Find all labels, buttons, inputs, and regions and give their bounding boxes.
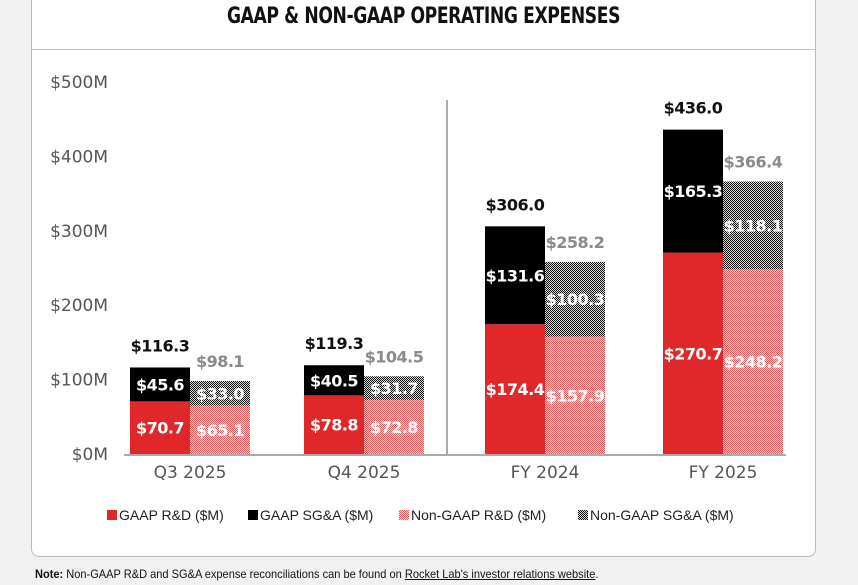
data-label: $165.3 [664, 182, 723, 201]
bar-segment [485, 324, 545, 454]
bar-segment [190, 405, 250, 454]
data-label: $118.1 [724, 216, 783, 235]
total-label: $306.0 [486, 195, 545, 214]
bar-segment [663, 252, 723, 454]
y-tick-label: $400M [50, 147, 108, 167]
y-tick-label: $0M [72, 445, 108, 465]
data-label: $65.1 [196, 421, 244, 440]
data-label: $248.2 [724, 353, 783, 372]
bar-segment [304, 395, 364, 454]
x-tick-label: Q3 2025 [154, 463, 227, 483]
legend-swatch [578, 510, 588, 520]
x-tick-label: FY 2025 [689, 463, 758, 483]
data-label: $70.7 [136, 419, 184, 438]
total-label: $98.1 [196, 352, 244, 371]
legend-label: GAAP R&D ($M) [119, 507, 224, 523]
data-label: $72.8 [370, 418, 418, 437]
bar-segment [364, 376, 424, 400]
x-axis: Q3 2025 Q4 2025 FY 2024 FY 2025 [154, 463, 758, 483]
data-label: $157.9 [546, 386, 605, 405]
y-tick-label: $100M [50, 371, 108, 391]
bar-group: $78.8 $40.5 $119.3 $72.8 $31.7 $104.5 [304, 334, 424, 454]
note-text: Non-GAAP R&D and SG&A expense reconcilia… [63, 567, 405, 581]
legend-label: Non-GAAP R&D ($M) [411, 507, 546, 523]
total-label: $366.4 [724, 152, 783, 171]
bar-group: $174.4 $131.6 $306.0 $157.9 $100.3 $258.2 [485, 195, 605, 454]
bar-segment [304, 365, 364, 396]
y-tick-label: $500M [50, 73, 108, 93]
x-tick-label: Q4 2025 [328, 463, 401, 483]
data-label: $40.5 [310, 371, 358, 390]
bar-segment [485, 226, 545, 325]
footnote: Note: Non-GAAP R&D and SG&A expense reco… [35, 567, 598, 581]
opex-bar-chart: $0M$100M$200M$300M$400M$500M $70.7$45.6$… [50, 73, 786, 523]
data-label: $131.6 [486, 266, 545, 285]
bar-segment [130, 401, 190, 454]
bar-segment [545, 261, 605, 337]
bar-segment [723, 269, 783, 454]
data-label: $100.3 [546, 290, 605, 309]
card-header: GAAP & NON-GAAP OPERATING EXPENSES [32, 0, 815, 50]
legend-label: GAAP SG&A ($M) [260, 507, 373, 523]
y-tick-label: $200M [50, 296, 108, 316]
y-axis: $0M $100M $200M $300M $400M $500M [50, 73, 786, 465]
total-label: $258.2 [546, 233, 605, 252]
bar-segment [545, 336, 605, 454]
data-label: $174.4 [486, 380, 545, 399]
note-label: Note: [35, 567, 64, 581]
bar-segment [663, 129, 723, 253]
bar-group: $70.7 $45.6 $116.3 $65.1 $33.0 $98.1 [130, 336, 250, 454]
bars: $70.7 $45.6 $116.3 $65.1 $33.0 $98.1 $78.8 $40.… [130, 99, 783, 454]
total-label: $119.3 [305, 334, 364, 353]
bar-segment [190, 381, 250, 406]
data-label: $270.7 [664, 344, 723, 363]
total-label: $104.5 [365, 347, 424, 366]
data-label: $31.7 [370, 379, 418, 398]
legend: GAAP R&D ($M) GAAP SG&A ($M) Non-GAAP R&D … [107, 507, 734, 523]
data-label: $33.0 [196, 384, 244, 403]
chart-title: GAAP & NON-GAAP OPERATING EXPENSES [226, 4, 621, 29]
bar-group: $270.7 $165.3 $436.0 $248.2 $118.1 $366.4 [663, 99, 783, 454]
bar-segment [364, 399, 424, 454]
data-label: $45.6 [136, 375, 184, 394]
total-label: $436.0 [664, 99, 723, 118]
y-tick-label: $300M [50, 222, 108, 242]
bar-segment [130, 367, 190, 402]
legend-swatch [399, 510, 409, 520]
legend-swatch [107, 510, 117, 520]
legend-swatch [248, 510, 258, 520]
investor-relations-link[interactable]: Rocket Lab's investor relations website [404, 567, 596, 581]
x-tick-label: FY 2024 [511, 463, 580, 483]
bar-segment [723, 181, 783, 270]
total-label: $116.3 [131, 336, 190, 355]
legend-label: Non-GAAP SG&A ($M) [590, 507, 734, 523]
data-label: $78.8 [310, 416, 358, 435]
note-end: . [595, 567, 599, 581]
